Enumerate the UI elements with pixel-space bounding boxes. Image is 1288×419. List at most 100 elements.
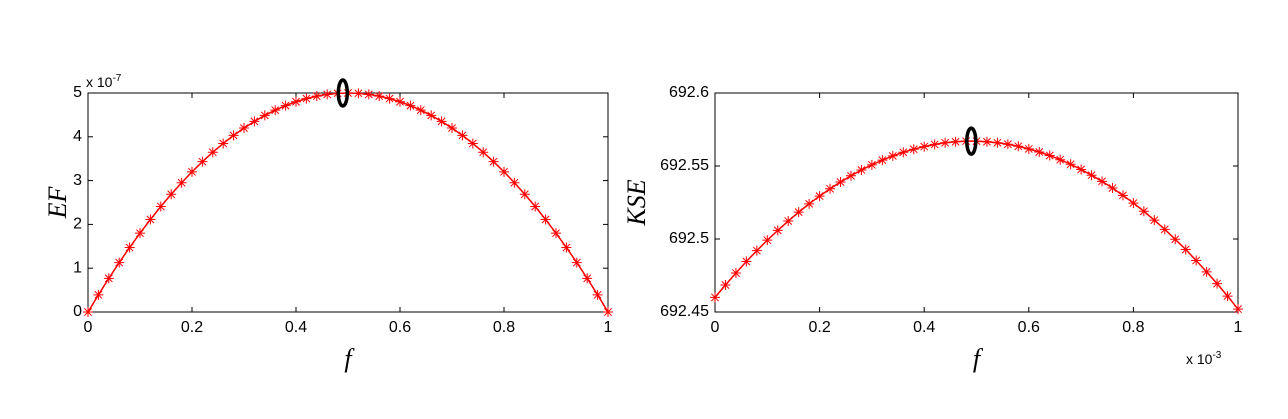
data-point <box>114 257 125 268</box>
data-point <box>551 228 561 239</box>
multiplier-base: x 10 <box>86 74 113 90</box>
x-tick-label: 0.6 <box>389 319 411 336</box>
data-point <box>249 116 260 127</box>
data-point <box>1117 190 1128 201</box>
data-point <box>145 214 156 225</box>
data-point <box>270 105 281 116</box>
data-point <box>447 123 457 134</box>
data-point <box>374 91 385 102</box>
data-point <box>1065 159 1076 170</box>
data-point <box>426 110 437 121</box>
x-tick-label: 0.2 <box>808 319 830 336</box>
y-tick-label: 692.55 <box>660 157 709 174</box>
y-axis-label: KSE <box>622 179 651 226</box>
data-point <box>124 242 135 253</box>
data-point <box>457 130 468 141</box>
data-point <box>1013 141 1024 152</box>
data-point <box>176 177 187 188</box>
data-point <box>1002 139 1013 150</box>
y-tick-label: 5 <box>73 84 82 101</box>
x-axis-label: f <box>973 344 984 373</box>
data-point <box>720 279 731 290</box>
data-point <box>239 123 249 134</box>
y-tick-label: 692.6 <box>669 84 709 101</box>
y-tick-label: 4 <box>73 128 82 145</box>
x-tick-label: 0 <box>711 319 720 336</box>
axis-multiplier: x 10-7 <box>86 73 122 90</box>
data-point <box>228 130 239 141</box>
data-point <box>519 189 530 200</box>
data-point <box>436 116 447 127</box>
x-tick-label: 0.4 <box>285 319 307 336</box>
data-point <box>1107 183 1118 194</box>
plot-area <box>714 92 1239 313</box>
data-point <box>311 91 322 102</box>
data-point <box>992 137 1003 148</box>
data-point <box>1233 304 1243 315</box>
x-axis-label: f <box>344 344 355 373</box>
data-point <box>603 307 613 317</box>
data-point <box>898 147 909 158</box>
data-point <box>530 201 541 212</box>
data-point <box>1170 234 1181 245</box>
data-point <box>929 139 940 150</box>
data-point <box>93 289 104 300</box>
multiplier-exponent: -3 <box>1212 350 1221 361</box>
data-point <box>561 242 572 253</box>
data-point <box>488 156 499 167</box>
data-point <box>1055 154 1066 165</box>
data-point <box>301 93 312 104</box>
data-point <box>1180 244 1191 255</box>
data-point <box>187 166 197 177</box>
multiplier-base: x 10 <box>1186 351 1213 367</box>
data-point <box>1138 206 1149 217</box>
data-point <box>940 137 951 148</box>
data-point <box>1076 164 1087 175</box>
x-tick-label: 1 <box>604 319 613 336</box>
data-point <box>166 189 177 200</box>
data-point <box>1128 198 1139 209</box>
data-point <box>741 256 752 267</box>
data-point <box>710 292 720 303</box>
data-point <box>197 156 208 167</box>
data-point <box>783 216 794 227</box>
data-point <box>415 105 426 116</box>
x-tick-label: 0 <box>84 319 93 336</box>
data-point <box>83 307 93 317</box>
data-point <box>135 228 145 239</box>
y-tick-label: 3 <box>73 172 82 189</box>
y-tick-label: 0 <box>73 303 82 320</box>
y-tick-label: 692.5 <box>669 230 709 247</box>
data-point <box>835 177 846 188</box>
data-point <box>762 235 773 246</box>
data-point <box>1086 170 1097 181</box>
data-point <box>395 96 405 107</box>
data-point <box>207 147 218 158</box>
data-point <box>887 150 898 161</box>
data-point <box>793 207 804 218</box>
data-point <box>571 257 582 268</box>
data-point <box>825 183 836 194</box>
data-point <box>1023 143 1034 154</box>
data-point <box>1201 266 1212 277</box>
y-axis-label: EF <box>43 186 72 220</box>
x-tick-label: 0.2 <box>181 319 203 336</box>
data-point <box>353 88 364 99</box>
data-point <box>950 136 961 147</box>
y-tick-label: 692.45 <box>660 303 709 320</box>
data-point <box>384 93 395 104</box>
x-tick-label: 0.4 <box>913 319 935 336</box>
data-point <box>467 138 478 149</box>
data-point <box>363 89 374 100</box>
data-point <box>582 273 593 284</box>
data-point <box>405 100 416 111</box>
data-point <box>155 201 166 212</box>
data-point <box>981 136 992 147</box>
data-point <box>322 89 333 100</box>
data-point <box>1222 291 1233 302</box>
data-point <box>751 245 762 256</box>
data-point <box>804 198 815 209</box>
data-point <box>592 289 603 300</box>
